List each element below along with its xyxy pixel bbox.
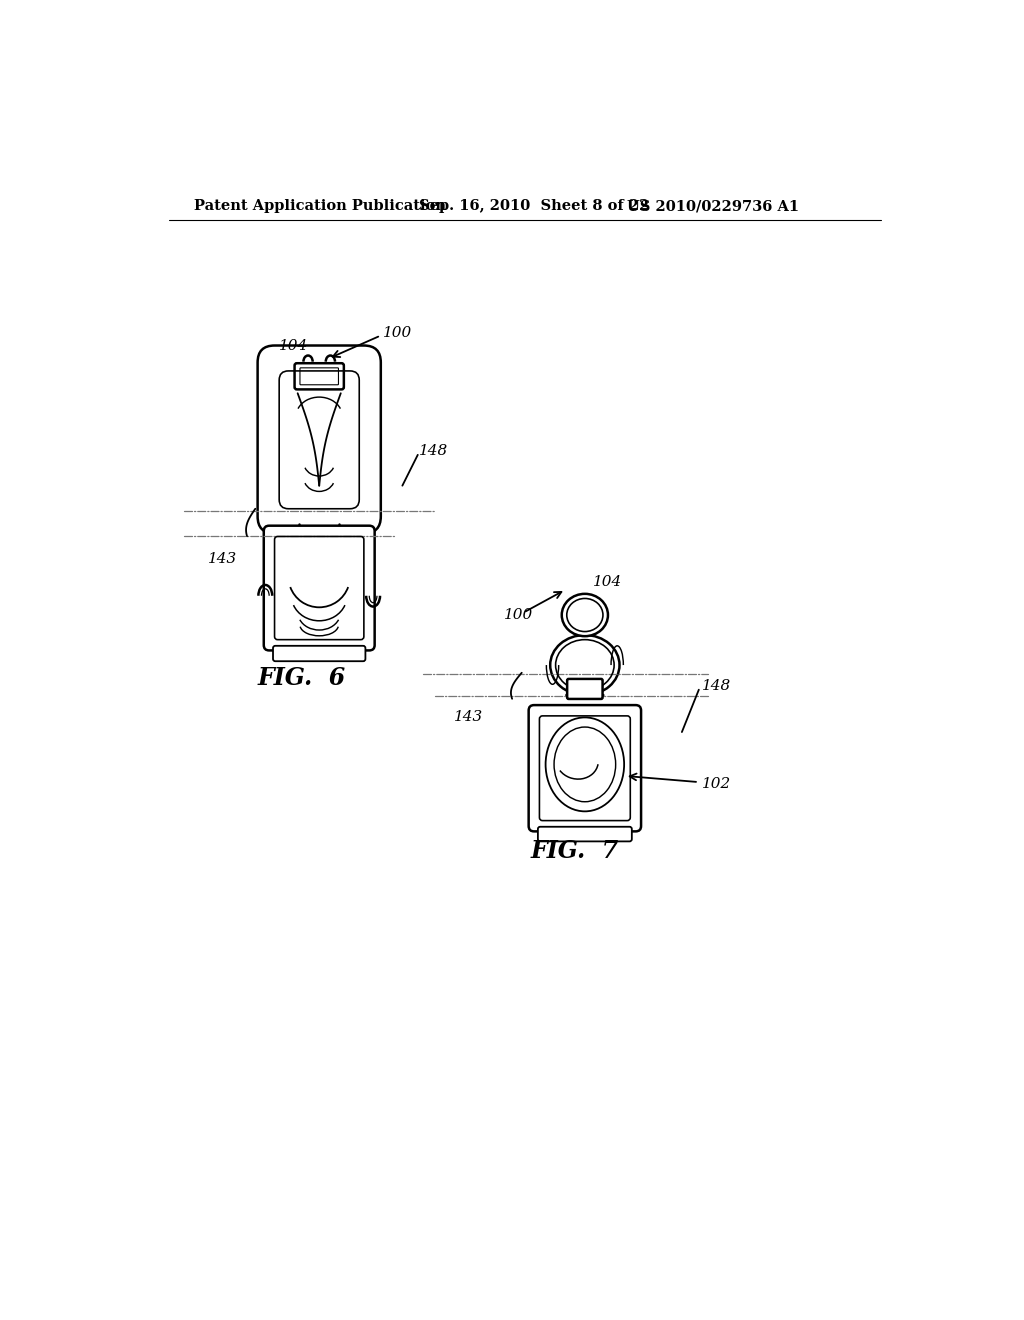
- FancyBboxPatch shape: [538, 826, 632, 841]
- FancyBboxPatch shape: [273, 645, 366, 661]
- Text: 148: 148: [419, 444, 449, 458]
- Text: 100: 100: [383, 326, 413, 341]
- FancyBboxPatch shape: [258, 346, 381, 533]
- Text: FIG.  7: FIG. 7: [531, 840, 620, 863]
- FancyBboxPatch shape: [528, 705, 641, 832]
- FancyBboxPatch shape: [567, 678, 602, 700]
- FancyBboxPatch shape: [264, 525, 375, 651]
- FancyBboxPatch shape: [295, 363, 344, 389]
- Ellipse shape: [562, 594, 608, 636]
- Text: FIG.  6: FIG. 6: [258, 667, 346, 690]
- Text: 100: 100: [504, 609, 534, 622]
- Text: Patent Application Publication: Patent Application Publication: [194, 199, 445, 213]
- Ellipse shape: [550, 635, 620, 696]
- Text: 104: 104: [280, 338, 308, 352]
- Text: 148: 148: [701, 678, 731, 693]
- Text: US 2010/0229736 A1: US 2010/0229736 A1: [628, 199, 800, 213]
- Text: 143: 143: [208, 552, 237, 566]
- Text: 102: 102: [701, 776, 731, 791]
- Text: Sep. 16, 2010  Sheet 8 of 22: Sep. 16, 2010 Sheet 8 of 22: [419, 199, 649, 213]
- Text: 104: 104: [593, 576, 622, 589]
- Text: 143: 143: [454, 710, 483, 725]
